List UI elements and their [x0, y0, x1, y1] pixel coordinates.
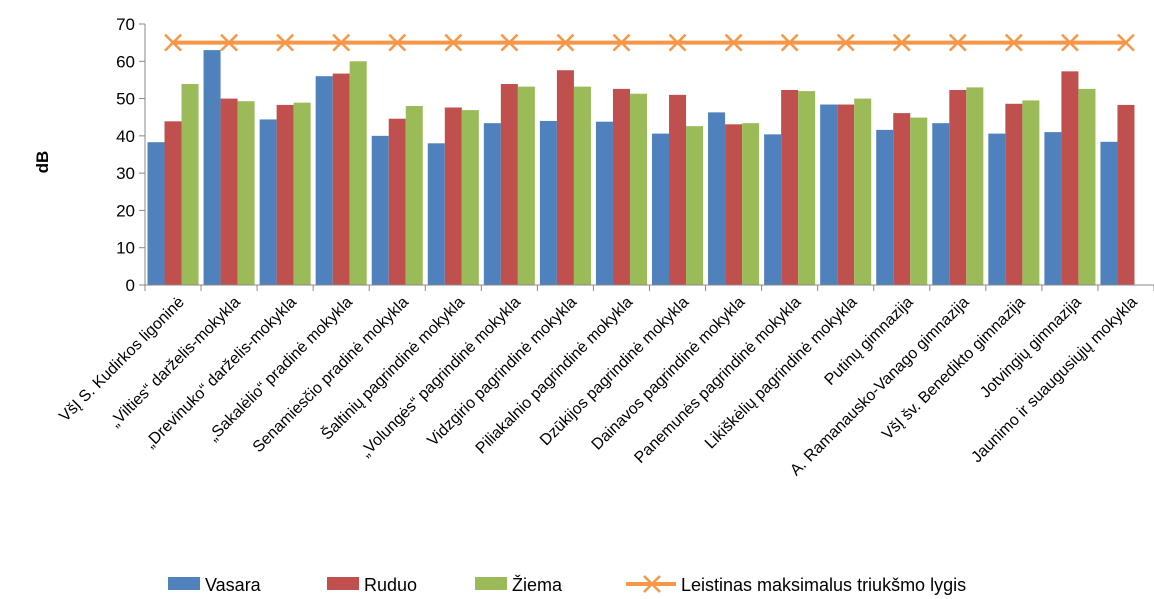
- legend-swatch: [168, 577, 200, 590]
- y-tick-label: 50: [116, 90, 135, 109]
- bar: [483, 123, 501, 286]
- legend-label: Žiema: [512, 575, 563, 595]
- y-tick-label: 40: [116, 127, 135, 146]
- bar: [517, 86, 535, 285]
- threshold-marker: [444, 33, 463, 52]
- bar: [349, 61, 367, 286]
- legend-item: Ruduo: [327, 575, 417, 595]
- y-tick-label: 20: [116, 201, 135, 220]
- threshold-marker: [668, 33, 687, 52]
- threshold-marker: [1061, 33, 1079, 52]
- legend: Vasara Ruduo Žiema Leistinas maksimalus tri…: [168, 575, 966, 595]
- threshold-marker: [1117, 33, 1135, 52]
- bar: [573, 86, 591, 285]
- threshold-marker: [724, 33, 743, 52]
- legend-item: Vasara: [168, 575, 262, 595]
- y-tick-label: 70: [116, 15, 135, 34]
- bar: [1005, 103, 1023, 285]
- bar: [259, 119, 277, 285]
- bar: [427, 143, 445, 285]
- bar: [276, 104, 294, 285]
- threshold-marker: [388, 33, 407, 52]
- bar: [461, 110, 479, 285]
- bar: [820, 104, 838, 285]
- threshold-marker: [220, 33, 238, 52]
- threshold-marker: [332, 33, 351, 52]
- threshold-marker: [500, 33, 519, 52]
- legend-swatch: [475, 577, 507, 590]
- threshold-marker: [892, 33, 911, 52]
- bar: [652, 133, 670, 285]
- threshold-marker: [836, 33, 855, 52]
- bar: [556, 70, 574, 285]
- y-tick-label: 60: [116, 52, 135, 71]
- bar: [220, 98, 238, 285]
- bar: [629, 93, 647, 285]
- bar: [539, 120, 557, 285]
- bar: [595, 121, 613, 285]
- bar: [612, 88, 630, 286]
- bar: [388, 118, 406, 285]
- legend-label: Ruduo: [364, 575, 417, 595]
- bar: [708, 112, 726, 285]
- bar: [371, 135, 389, 285]
- threshold-marker: [948, 33, 967, 52]
- bar: [669, 94, 687, 285]
- bar: [725, 124, 743, 285]
- threshold-marker: [164, 33, 182, 52]
- bar: [1100, 141, 1118, 285]
- bar: [1078, 88, 1096, 286]
- x-tick-label: Jotvingių gimnazija: [977, 294, 1085, 402]
- threshold-marker: [276, 33, 295, 52]
- threshold-marker: [1004, 33, 1023, 52]
- legend-item: Leistinas maksimalus triukšmo lygis: [626, 575, 966, 595]
- bar: [237, 101, 255, 285]
- bar: [686, 126, 704, 285]
- bar: [966, 87, 984, 285]
- bar: [181, 84, 199, 285]
- legend-marker: [643, 575, 661, 593]
- bar: [1061, 71, 1079, 285]
- bar: [164, 121, 182, 286]
- threshold-marker: [780, 33, 799, 52]
- y-tick-label: 30: [116, 164, 135, 183]
- bar: [764, 134, 782, 285]
- bar: [405, 106, 423, 286]
- bar: [949, 89, 967, 285]
- bar: [876, 129, 894, 285]
- bar: [1044, 132, 1062, 285]
- bar: [988, 133, 1006, 285]
- threshold-marker: [556, 33, 575, 52]
- bar: [1117, 104, 1135, 285]
- bar: [500, 84, 518, 285]
- bar: [742, 123, 760, 286]
- y-tick-label: 10: [116, 239, 135, 258]
- legend-label: Leistinas maksimalus triukšmo lygis: [681, 575, 966, 595]
- bar: [893, 113, 911, 285]
- y-tick-label: 0: [126, 276, 135, 295]
- bar: [203, 50, 221, 285]
- bar: [932, 123, 950, 286]
- bar: [147, 142, 165, 285]
- y-axis-label: dB: [33, 151, 52, 174]
- legend-label: Vasara: [205, 575, 262, 595]
- bar: [444, 107, 462, 286]
- bar: [781, 89, 799, 285]
- bar: [798, 91, 816, 285]
- bar: [854, 98, 872, 285]
- bar: [315, 76, 333, 285]
- bar: [837, 104, 855, 285]
- bar: [332, 73, 350, 285]
- threshold-marker: [612, 33, 631, 52]
- bar: [910, 117, 928, 285]
- bar: [1022, 100, 1040, 285]
- legend-item: Žiema: [475, 575, 563, 595]
- bar: [293, 102, 311, 286]
- legend-swatch: [327, 577, 359, 590]
